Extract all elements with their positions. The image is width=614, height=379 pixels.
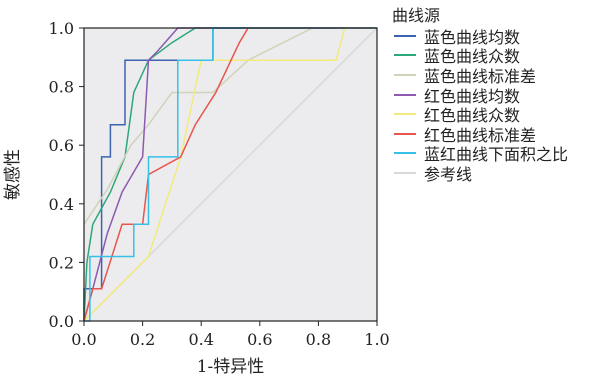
legend-label: 蓝色曲线标准差 (424, 66, 537, 86)
legend-swatch (394, 171, 416, 174)
legend-item: 红色曲线众数 (392, 104, 568, 126)
legend-swatch (394, 152, 416, 155)
x-tick-label: 0.4 (188, 330, 213, 349)
x-tick-label: 0.6 (247, 330, 272, 349)
y-tick-label: 0.2 (49, 253, 74, 272)
y-axis-label: 敏感性 (3, 149, 23, 200)
legend-label: 蓝红曲线下面积之比 (424, 145, 569, 165)
y-tick-label: 0.0 (49, 312, 74, 331)
series-line-5 (83, 27, 377, 322)
series-line-4 (83, 27, 377, 322)
legend-swatch (394, 113, 416, 116)
legend-item: 蓝红曲线下面积之比 (392, 144, 568, 164)
y-tick-label: 1.0 (49, 19, 74, 38)
legend-swatch (394, 54, 416, 57)
y-tick-label: 0.4 (49, 195, 74, 214)
legend-item: 蓝色曲线众数 (392, 46, 568, 66)
legend-swatch (394, 73, 416, 76)
plot-frame (83, 27, 378, 322)
axis-layer: 0.0 0.2 0.4 0.6 0.8 1.0 0.0 0.2 0.4 0.6 0.8 1.0 (49, 19, 390, 349)
y-tick-label: 0.8 (49, 78, 74, 97)
series-layer (83, 27, 378, 322)
y-tick-label: 0.6 (49, 136, 74, 155)
legend-label: 蓝色曲线均数 (424, 27, 521, 47)
legend-label: 红色曲线众数 (424, 106, 521, 126)
legend-swatch (394, 93, 416, 96)
legend-title: 曲线源 (392, 6, 441, 25)
legend-swatch (394, 132, 416, 135)
legend-label: 蓝色曲线众数 (424, 47, 521, 67)
x-tick-label: 0.8 (306, 330, 331, 349)
x-tick-label: 0.0 (71, 330, 96, 349)
legend-items: 蓝色曲线均数 蓝色曲线众数 蓝色曲线标准差 红色曲线均数 红色曲线众数 红色曲线标准差 蓝红… (392, 26, 568, 184)
x-tick-label: 0.2 (130, 330, 155, 349)
legend-item: 参考线 (392, 163, 568, 184)
legend-label: 红色曲线标准差 (424, 125, 537, 145)
legend-label: 参考线 (424, 164, 473, 184)
x-tick-label: 1.0 (364, 330, 389, 349)
legend-item: 蓝色曲线标准差 (392, 65, 568, 86)
legend-item: 红色曲线均数 (392, 85, 568, 106)
legend: 曲线源 蓝色曲线均数 蓝色曲线众数 蓝色曲线标准差 红色曲线均数 红色曲线众数 红色曲线标… (392, 6, 568, 184)
legend-item: 红色曲线标准差 (392, 124, 568, 145)
legend-swatch (394, 34, 416, 37)
legend-item: 蓝色曲线均数 (392, 26, 568, 47)
series-line-1 (83, 27, 377, 322)
series-line-2 (83, 27, 377, 225)
legend-label: 红色曲线均数 (424, 86, 521, 106)
series-line-6 (84, 27, 377, 322)
series-line-3 (83, 27, 377, 322)
x-axis-label: 1-特异性 (197, 357, 265, 377)
